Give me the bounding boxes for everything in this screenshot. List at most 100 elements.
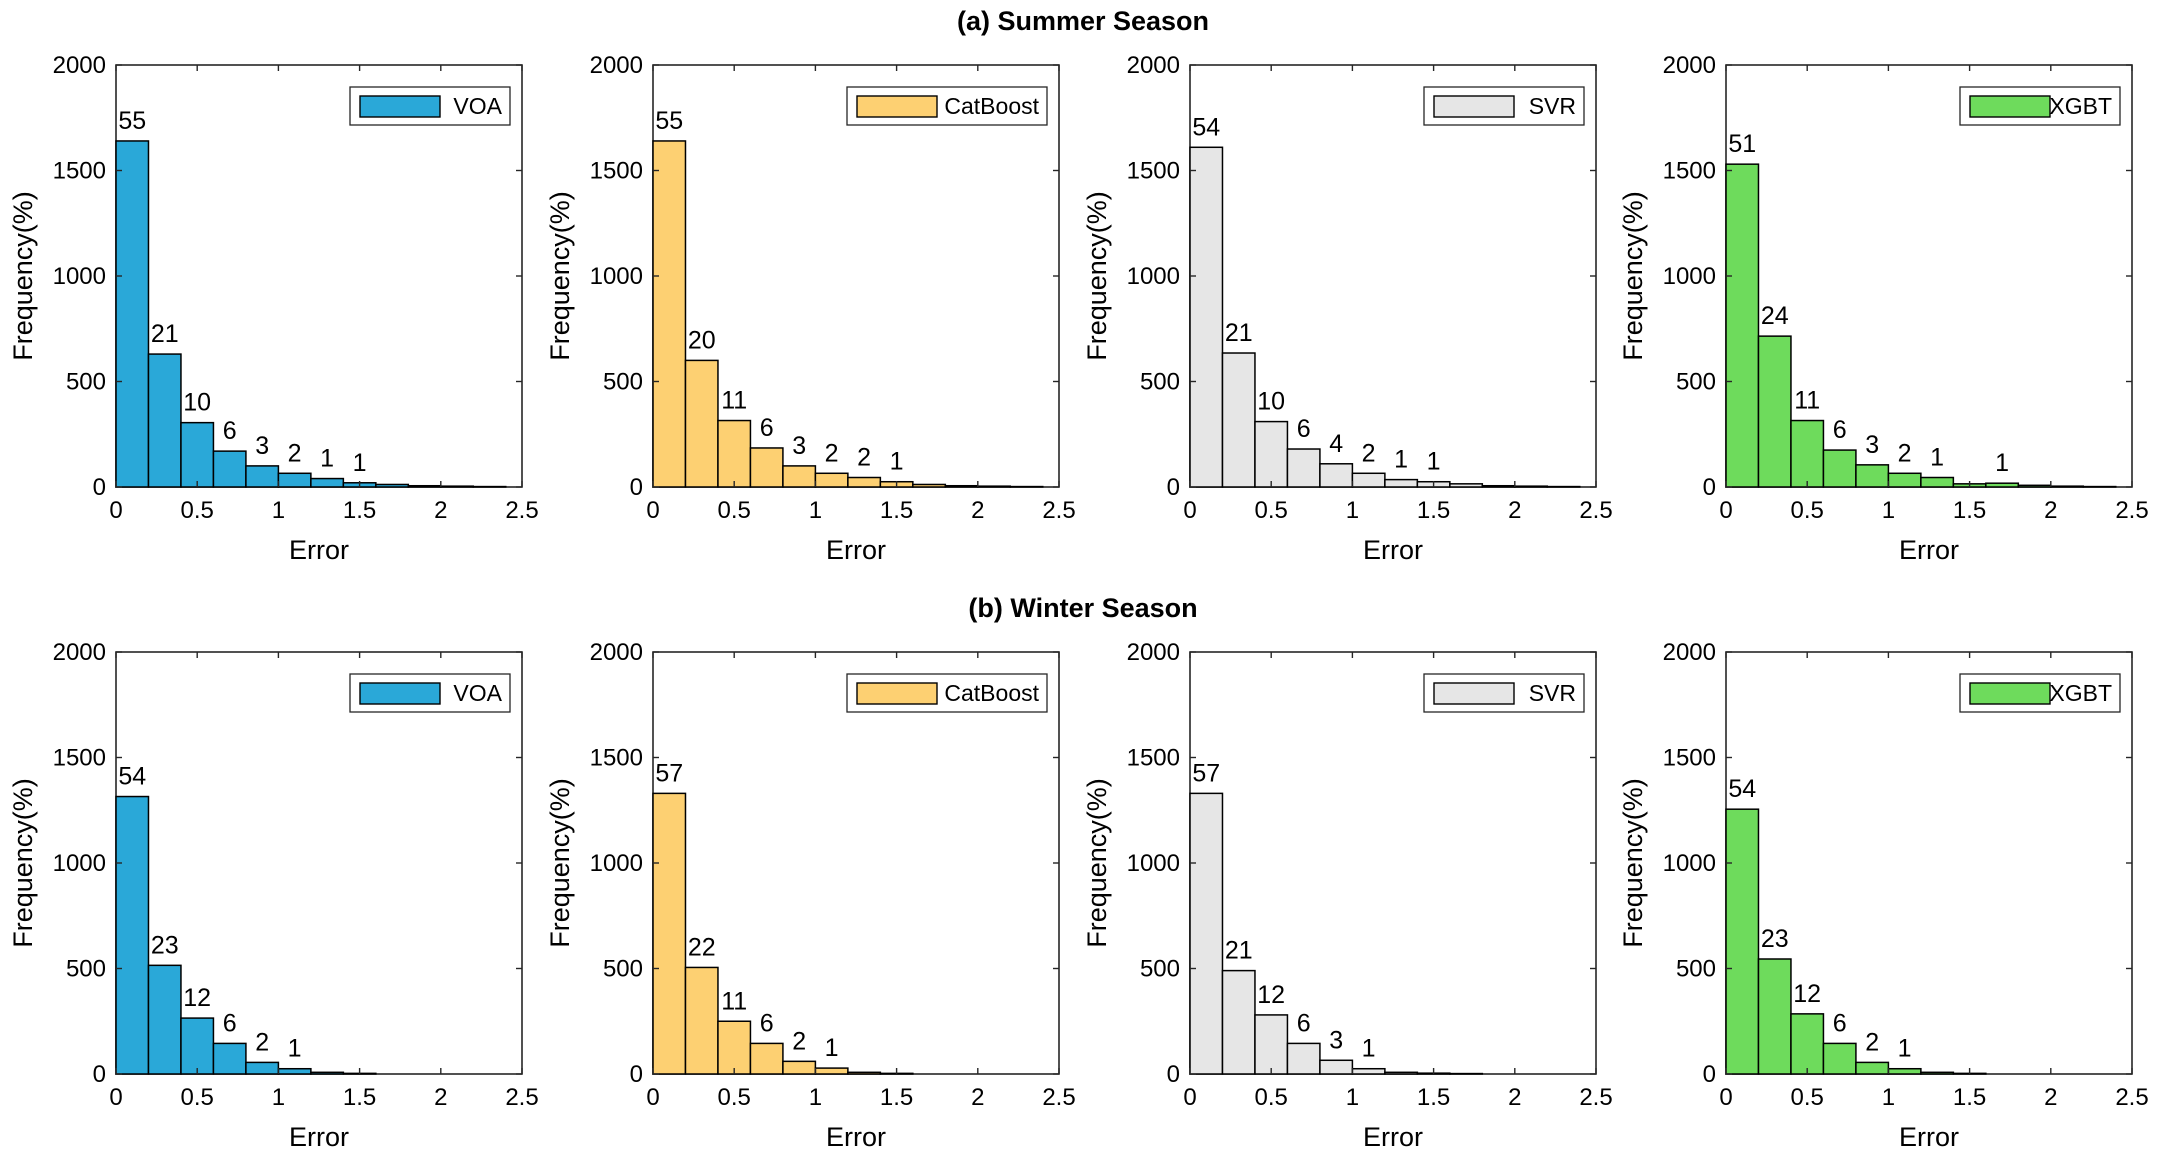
chart-winter-voa-xtick-label-3: 1.5 bbox=[343, 1084, 376, 1111]
chart-summer-xgbt-bar-label-3: 6 bbox=[1833, 416, 1847, 444]
chart-summer-catboost-bar-10 bbox=[977, 485, 1012, 488]
chart-winter-svr-xtick-label-5: 2.5 bbox=[1579, 1084, 1612, 1111]
chart-summer-catboost-ytick-label-0: 0 bbox=[630, 474, 643, 501]
chart-winter-catboost-bar-4 bbox=[782, 1060, 817, 1075]
chart-summer-voa-bar-4 bbox=[245, 465, 280, 488]
chart-summer-svr-bar-10 bbox=[1514, 485, 1549, 488]
chart-winter-catboost-legend: CatBoost bbox=[846, 673, 1048, 713]
chart-winter-svr-xtick-label-2: 1 bbox=[1346, 1084, 1359, 1111]
chart-winter-catboost-xtick-label-5: 2.5 bbox=[1042, 1084, 1075, 1111]
chart-winter-catboost-xtick-label-1: 0.5 bbox=[718, 1084, 751, 1111]
chart-winter-voa-xtick-label-1: 0.5 bbox=[181, 1084, 214, 1111]
chart-winter-voa-ytick-label-2: 1000 bbox=[53, 850, 106, 877]
chart-summer-catboost-bar-5 bbox=[814, 472, 849, 488]
chart-summer-xgbt-ytick-label-0: 0 bbox=[1703, 474, 1716, 501]
chart-summer-voa-xtick-label-5: 2.5 bbox=[505, 497, 538, 524]
chart-winter-xgbt-ytick-label-3: 1500 bbox=[1663, 745, 1716, 772]
chart-summer-xgbt-xtick-label-5: 2.5 bbox=[2115, 497, 2148, 524]
chart-summer-xgbt-bar-8 bbox=[1985, 482, 2020, 488]
chart-summer-voa-bar-10 bbox=[440, 485, 475, 488]
chart-summer-xgbt-xlabel: Error bbox=[1899, 535, 1959, 565]
chart-summer-voa-legend-label: VOA bbox=[453, 93, 502, 119]
chart-winter-voa-legend-swatch bbox=[359, 682, 441, 705]
chart-winter-voa-bar-4 bbox=[245, 1061, 280, 1075]
chart-summer-catboost-legend-swatch bbox=[856, 95, 938, 118]
chart-winter-svr-bar-0 bbox=[1189, 792, 1224, 1075]
chart-winter-catboost-xtick-label-0: 0 bbox=[646, 1084, 659, 1111]
chart-winter-voa-xtick-label-2: 1 bbox=[272, 1084, 285, 1111]
chart-summer-voa-xtick-label-0: 0 bbox=[109, 497, 122, 524]
chart-summer-voa-bar-9 bbox=[407, 484, 442, 488]
chart-winter-svr-xtick-label-4: 2 bbox=[1508, 1084, 1521, 1111]
chart-summer-svr-ytick-label-2: 1000 bbox=[1127, 263, 1180, 290]
chart-winter-voa-bar-label-1: 23 bbox=[151, 931, 179, 959]
chart-summer-svr-legend: SVR bbox=[1423, 86, 1585, 126]
chart-summer-xgbt-bar-4 bbox=[1855, 464, 1890, 488]
chart-winter-voa-bar-2 bbox=[180, 1017, 215, 1075]
chart-winter-voa-bar-1 bbox=[147, 964, 182, 1075]
chart-summer-xgbt-legend: XGBT bbox=[1959, 86, 2121, 126]
chart-summer-catboost-xtick-label-4: 2 bbox=[971, 497, 984, 524]
chart-winter-xgbt-xtick-label-3: 1.5 bbox=[1953, 1084, 1986, 1111]
chart-summer-svr-bar-label-2: 10 bbox=[1257, 388, 1285, 416]
chart-summer-voa-ytick-label-3: 1500 bbox=[53, 158, 106, 185]
chart-winter-catboost-xtick-label-4: 2 bbox=[971, 1084, 984, 1111]
chart-summer-catboost-ylabel: Frequency(%) bbox=[545, 191, 575, 361]
chart-summer-xgbt-ylabel: Frequency(%) bbox=[1618, 191, 1648, 361]
chart-summer-xgbt-bar-label-5: 2 bbox=[1898, 439, 1912, 467]
chart-summer-svr-bar-5 bbox=[1351, 472, 1386, 488]
chart-summer-catboost-bar-label-3: 6 bbox=[760, 414, 774, 442]
chart-summer-xgbt-bar-6 bbox=[1920, 476, 1955, 488]
chart-winter-catboost-bar-label-5: 1 bbox=[825, 1034, 839, 1062]
chart-summer-xgbt-bar-2 bbox=[1790, 419, 1825, 488]
chart-winter-catboost-bar-1 bbox=[684, 966, 719, 1075]
chart-summer-catboost-bar-4 bbox=[782, 465, 817, 488]
chart-summer-voa-bar-label-7: 1 bbox=[353, 449, 367, 477]
chart-winter-svr-ytick-label-2: 1000 bbox=[1127, 850, 1180, 877]
chart-winter-svr-bar-label-0: 57 bbox=[1192, 759, 1220, 787]
chart-winter-svr-ytick-label-1: 500 bbox=[1140, 956, 1180, 983]
chart-summer-catboost-bar-label-1: 20 bbox=[688, 326, 716, 354]
chart-summer-catboost-bar-label-6: 2 bbox=[857, 444, 871, 472]
chart-summer-xgbt-bar-label-2: 11 bbox=[1794, 387, 1820, 415]
chart-summer-voa-legend-swatch bbox=[359, 95, 441, 118]
chart-summer-voa-bar-label-1: 21 bbox=[151, 320, 179, 348]
chart-summer-svr-xtick-label-2: 1 bbox=[1346, 497, 1359, 524]
chart-summer-xgbt-bar-label-4: 3 bbox=[1865, 431, 1879, 459]
chart-winter-svr-bar-label-1: 21 bbox=[1225, 937, 1253, 965]
chart-summer-voa-ytick-label-2: 1000 bbox=[53, 263, 106, 290]
chart-summer-catboost-bar-label-2: 11 bbox=[721, 387, 747, 415]
chart-winter-voa-bar-label-3: 6 bbox=[223, 1009, 237, 1037]
chart-winter-svr-bar-4 bbox=[1319, 1059, 1354, 1075]
chart-winter-voa-bar-5 bbox=[277, 1067, 312, 1075]
chart-summer-xgbt-xtick-label-0: 0 bbox=[1719, 497, 1732, 524]
chart-summer-svr-bar-label-1: 21 bbox=[1225, 319, 1253, 347]
chart-summer-xgbt-bar-label-0: 51 bbox=[1728, 130, 1756, 158]
chart-winter-voa-bar-label-4: 2 bbox=[255, 1028, 269, 1056]
chart-winter-xgbt-bar-label-0: 54 bbox=[1728, 775, 1756, 803]
chart-summer-catboost-ytick-label-2: 1000 bbox=[590, 263, 643, 290]
chart-summer-catboost-bar-label-7: 1 bbox=[890, 448, 904, 476]
chart-winter-xgbt-xtick-label-2: 1 bbox=[1882, 1084, 1895, 1111]
chart-winter-catboost-bar-label-0: 57 bbox=[655, 759, 683, 787]
chart-summer-xgbt-xtick-label-2: 1 bbox=[1882, 497, 1895, 524]
chart-summer-catboost-bar-1 bbox=[684, 359, 719, 488]
chart-summer-voa-bar-3 bbox=[212, 450, 247, 488]
chart-summer-catboost-bar-8 bbox=[912, 483, 947, 488]
chart-winter-voa-bar-label-5: 1 bbox=[288, 1035, 302, 1063]
chart-summer-catboost-bar-2 bbox=[717, 419, 752, 488]
chart-winter-catboost-ylabel: Frequency(%) bbox=[545, 778, 575, 948]
chart-summer-voa-ytick-label-0: 0 bbox=[93, 474, 106, 501]
chart-winter-catboost-ytick-label-3: 1500 bbox=[590, 745, 643, 772]
chart-summer-xgbt-xtick-label-1: 0.5 bbox=[1791, 497, 1824, 524]
chart-winter-voa-ytick-label-3: 1500 bbox=[53, 745, 106, 772]
chart-summer-catboost-bar-0 bbox=[652, 140, 687, 488]
chart-summer-xgbt-xtick-label-3: 1.5 bbox=[1953, 497, 1986, 524]
chart-winter-svr-bar-label-2: 12 bbox=[1257, 981, 1285, 1009]
chart-summer-svr-bar-label-0: 54 bbox=[1192, 113, 1220, 141]
